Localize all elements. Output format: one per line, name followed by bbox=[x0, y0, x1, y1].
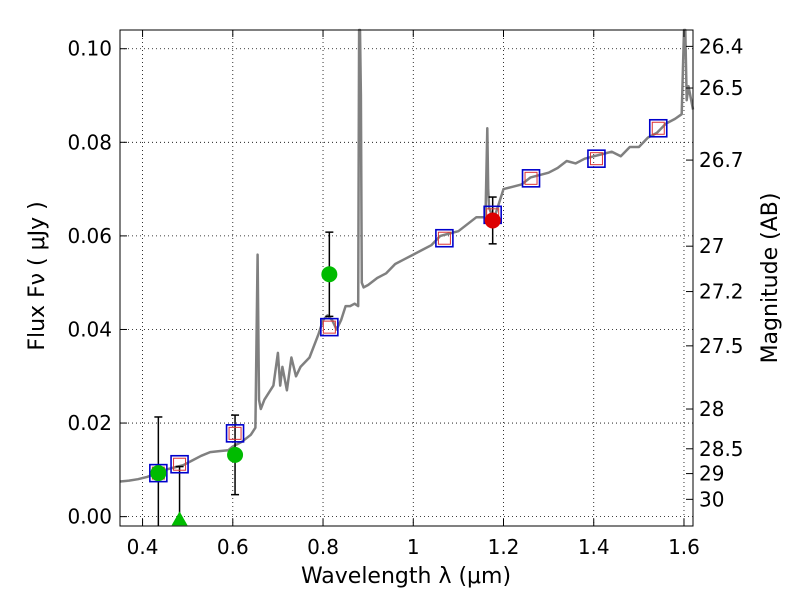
y-axis-label: Flux Fν ( μJy ) bbox=[25, 201, 50, 350]
spectrum-line bbox=[119, 28, 695, 483]
model-photometry-inner bbox=[173, 457, 187, 471]
magnitude-tick-label: 30 bbox=[699, 487, 724, 511]
photometry-markers bbox=[149, 118, 668, 526]
grid bbox=[120, 30, 693, 526]
x-tick-label: 0.4 bbox=[127, 535, 159, 559]
observed-photometry-point bbox=[227, 446, 244, 463]
magnitude-tick-label: 27.5 bbox=[699, 334, 744, 358]
model-photometry-square bbox=[170, 454, 189, 474]
model-photometry-square bbox=[521, 169, 541, 188]
right-axis-label: Magnitude (AB) bbox=[758, 193, 783, 364]
model-photometry-inner bbox=[651, 121, 665, 135]
observed-photometry-point bbox=[484, 212, 501, 229]
x-tick-label: 0.8 bbox=[307, 535, 339, 559]
model-photometry-square bbox=[320, 317, 339, 337]
model-photometry-inner bbox=[524, 171, 538, 185]
model-photometry-inner bbox=[589, 152, 603, 166]
y-tick-label: 0.06 bbox=[67, 224, 112, 248]
x-tick-label: 1.2 bbox=[488, 535, 520, 559]
plot-frame bbox=[119, 29, 694, 527]
model-photometry-square bbox=[587, 149, 606, 168]
x-tick-label: 1 bbox=[407, 535, 420, 559]
magnitude-tick-label: 28 bbox=[699, 397, 724, 421]
observed-photometry-point bbox=[321, 266, 338, 283]
magnitude-tick-label: 26.7 bbox=[699, 148, 744, 172]
observed-photometry-point bbox=[150, 465, 167, 482]
model-photometry-inner bbox=[322, 320, 336, 334]
x-tick-label: 1.4 bbox=[578, 535, 610, 559]
model-photometry-square bbox=[149, 463, 168, 483]
magnitude-tick-label: 26.4 bbox=[699, 34, 744, 58]
model-photometry-inner bbox=[228, 426, 242, 440]
x-axis-label: Wavelength λ (μm) bbox=[301, 564, 511, 589]
magnitude-tick-label: 29 bbox=[699, 462, 724, 486]
x-tick-label: 0.6 bbox=[217, 535, 249, 559]
y-tick-label: 0.00 bbox=[67, 505, 112, 529]
magnitude-tick-label: 27.2 bbox=[699, 280, 744, 304]
x-tick-label: 1.6 bbox=[668, 535, 700, 559]
y-tick-label: 0.02 bbox=[67, 411, 112, 435]
y-tick-label: 0.08 bbox=[67, 130, 112, 154]
upper-limit-marker bbox=[171, 511, 188, 526]
magnitude-tick-label: 26.5 bbox=[699, 76, 744, 100]
spectrum-series bbox=[119, 28, 695, 483]
model-photometry-inner bbox=[437, 231, 451, 245]
magnitude-tick-label: 27 bbox=[699, 234, 724, 258]
model-photometry-square bbox=[648, 118, 668, 138]
y-tick-label: 0.04 bbox=[67, 317, 112, 341]
model-photometry-square bbox=[225, 424, 245, 443]
y-tick-label: 0.10 bbox=[67, 37, 112, 61]
magnitude-tick-label: 28.5 bbox=[699, 437, 744, 461]
model-photometry-square bbox=[435, 228, 454, 248]
axis-ticks: 0.4 0.6 0.8 1 1.2 1.4 1.6 0.00 0.02 0.04 0.06 0.08 0… bbox=[67, 30, 744, 559]
